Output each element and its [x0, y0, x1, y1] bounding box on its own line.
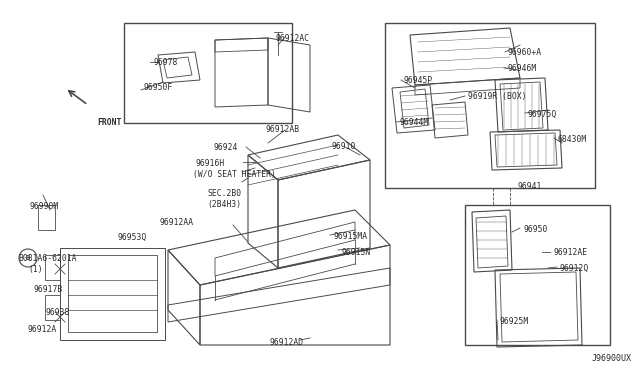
Text: 96944M: 96944M: [399, 118, 428, 127]
Text: 96910: 96910: [331, 142, 355, 151]
Text: B: B: [26, 255, 30, 261]
Text: FRONT: FRONT: [97, 118, 122, 127]
Text: 96938: 96938: [45, 308, 69, 317]
Text: 96916H: 96916H: [196, 159, 225, 168]
Text: SEC.2B0: SEC.2B0: [207, 189, 241, 198]
Text: (2B4H3): (2B4H3): [207, 200, 241, 209]
Text: (W/O SEAT HEATER): (W/O SEAT HEATER): [193, 170, 276, 179]
Text: 96960+A: 96960+A: [508, 48, 542, 57]
Text: 96915MA: 96915MA: [333, 232, 367, 241]
Text: 96950: 96950: [524, 225, 548, 234]
Text: 96950F: 96950F: [143, 83, 172, 92]
Text: 96924: 96924: [213, 143, 237, 152]
Text: 96912AC: 96912AC: [276, 34, 310, 43]
Bar: [465, 205, 610, 345]
Text: 96912A: 96912A: [28, 325, 57, 334]
Text: 96975Q: 96975Q: [528, 110, 557, 119]
Text: 96953Q: 96953Q: [118, 233, 147, 242]
Text: 96941: 96941: [517, 182, 541, 191]
Text: 68430M: 68430M: [557, 135, 586, 144]
Text: 96945P: 96945P: [404, 76, 433, 85]
Bar: [385, 23, 595, 188]
Text: (1): (1): [28, 265, 43, 274]
Text: 96919R (BOX): 96919R (BOX): [468, 92, 527, 101]
Bar: [124, 23, 292, 123]
Text: 96990M: 96990M: [30, 202, 60, 211]
Text: 96978: 96978: [153, 58, 177, 67]
Text: 96912AE: 96912AE: [553, 248, 587, 257]
Text: 96912Q: 96912Q: [560, 264, 589, 273]
Text: 96912AA: 96912AA: [160, 218, 194, 227]
Text: 96917B: 96917B: [33, 285, 62, 294]
Text: 96925M: 96925M: [500, 317, 529, 326]
Text: 96912AB: 96912AB: [265, 125, 299, 134]
Text: 96915N: 96915N: [341, 248, 371, 257]
Text: B081A6-6201A: B081A6-6201A: [18, 254, 77, 263]
Text: 96912AD: 96912AD: [270, 338, 304, 347]
Text: J96900UX: J96900UX: [592, 354, 632, 363]
Text: 96946M: 96946M: [508, 64, 537, 73]
